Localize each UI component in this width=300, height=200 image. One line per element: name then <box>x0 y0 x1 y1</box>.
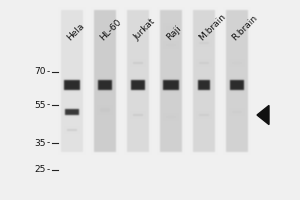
Text: Jurkat: Jurkat <box>132 17 157 42</box>
Text: 55: 55 <box>34 100 46 110</box>
Polygon shape <box>257 105 269 125</box>
Text: M.brain: M.brain <box>198 12 228 42</box>
Text: -: - <box>47 138 50 148</box>
Text: -: - <box>47 68 50 76</box>
Text: 35: 35 <box>34 138 46 148</box>
Text: -: - <box>47 100 50 110</box>
Text: 25: 25 <box>34 166 46 174</box>
Text: R.brain: R.brain <box>231 13 260 42</box>
Text: 70: 70 <box>34 68 46 76</box>
Text: Raji: Raji <box>165 24 183 42</box>
Text: -: - <box>47 166 50 174</box>
Text: Hela: Hela <box>66 21 86 42</box>
Text: HL-60: HL-60 <box>99 17 124 42</box>
